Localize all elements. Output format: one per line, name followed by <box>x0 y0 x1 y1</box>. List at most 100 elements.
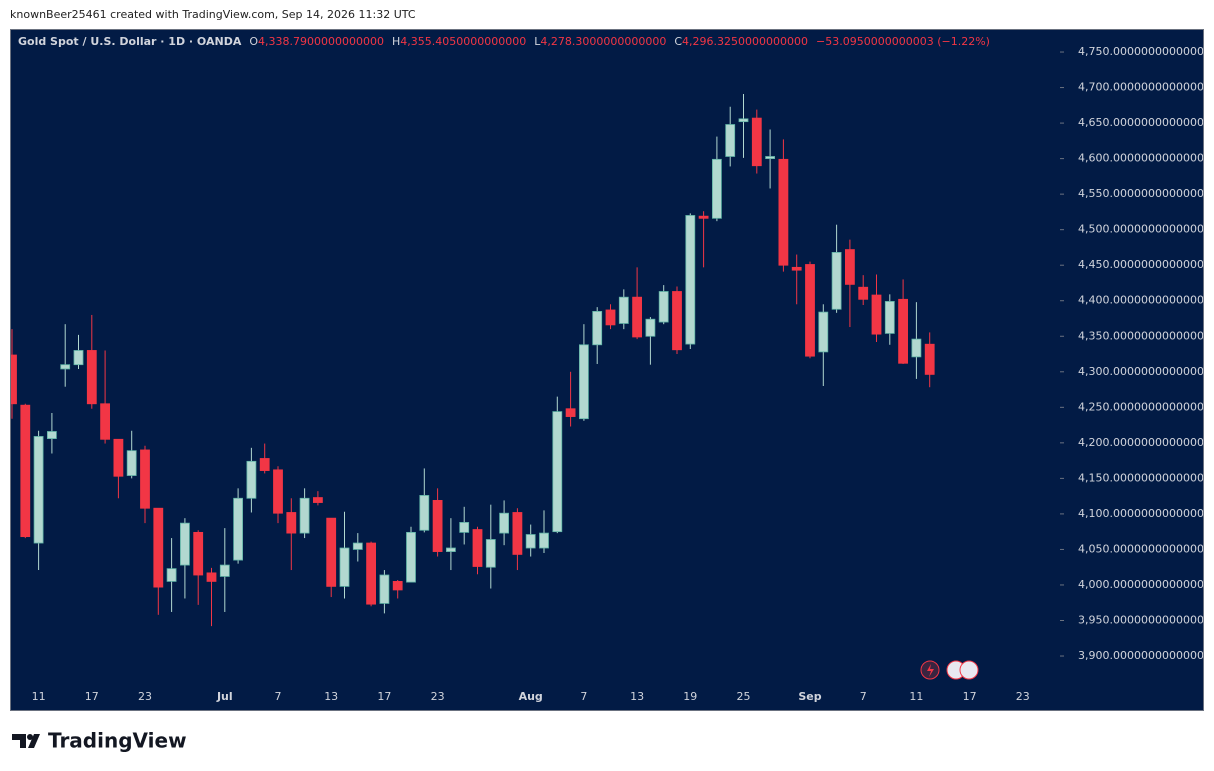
event-icons <box>920 660 979 680</box>
x-tick-label: 11 <box>32 690 46 703</box>
candle-body <box>459 522 470 533</box>
candle-body <box>126 450 137 476</box>
x-tick-label: 7 <box>860 690 867 703</box>
brand-name: TradingView <box>48 729 187 753</box>
candle-body <box>712 158 722 219</box>
candle-body <box>379 574 390 604</box>
x-tick-label: 13 <box>324 690 338 703</box>
x-tick-label: 17 <box>963 690 977 703</box>
candle-body <box>259 458 270 471</box>
x-tick-label: 23 <box>1016 690 1030 703</box>
y-tick-label: 4,050.0000000000000 <box>1078 542 1204 555</box>
x-tick-label: 25 <box>737 690 751 703</box>
event-icon[interactable] <box>959 660 979 680</box>
candle-body <box>884 301 895 334</box>
candle-body <box>339 547 350 587</box>
candle-body <box>818 311 829 353</box>
y-tick-label: 4,500.0000000000000 <box>1078 223 1204 236</box>
x-tick-label: 7 <box>275 690 282 703</box>
candle-body <box>113 438 124 477</box>
candle-body <box>898 298 908 364</box>
brand-logo: TradingView <box>12 729 187 753</box>
candle-body <box>73 350 84 366</box>
candle-body <box>33 436 44 544</box>
candle-body <box>140 449 150 509</box>
candle-body <box>472 529 483 567</box>
candle-body <box>765 156 775 160</box>
candle-body <box>312 497 323 503</box>
candle-body <box>219 564 230 577</box>
ohlc-key: H <box>392 35 400 48</box>
candle-body <box>858 286 869 300</box>
y-tick-label: 4,350.0000000000000 <box>1078 329 1204 342</box>
candle-body <box>499 512 510 534</box>
x-tick-label: 11 <box>909 690 923 703</box>
y-tick-label: 4,700.0000000000000 <box>1078 81 1204 94</box>
candle-body <box>658 291 669 323</box>
x-tick-label: 17 <box>85 690 99 703</box>
candle-body <box>366 542 377 605</box>
candle-body <box>352 542 363 550</box>
x-tick-label: Aug <box>519 690 543 703</box>
candle-body <box>20 404 31 538</box>
x-tick-label: 7 <box>580 690 587 703</box>
brand-mark <box>27 734 33 740</box>
x-tick-label: 19 <box>683 690 697 703</box>
candle-body <box>432 500 443 552</box>
candle-body <box>485 539 496 568</box>
candle-body <box>299 497 310 534</box>
candle-body <box>605 309 616 326</box>
candle-body <box>645 318 656 337</box>
y-tick-label: 4,200.0000000000000 <box>1078 436 1204 449</box>
y-tick-label: 4,400.0000000000000 <box>1078 294 1204 307</box>
candle-body <box>246 460 257 499</box>
event-icon-glyph <box>927 664 934 677</box>
y-tick-label: 4,250.0000000000000 <box>1078 400 1204 413</box>
candle-body <box>206 572 217 582</box>
candle-body <box>698 215 709 219</box>
y-tick-label: 3,900.0000000000000 <box>1078 649 1204 662</box>
y-tick-label: 4,650.0000000000000 <box>1078 116 1204 129</box>
x-tick-label: 23 <box>431 690 445 703</box>
y-tick-label: 4,000.0000000000000 <box>1078 578 1204 591</box>
attribution: knownBeer25461 created with TradingView.… <box>10 8 416 21</box>
y-tick-label: 4,100.0000000000000 <box>1078 507 1204 520</box>
candle-body <box>100 403 110 440</box>
candle-body <box>193 531 204 576</box>
candle-body <box>738 118 749 123</box>
candle-body <box>751 117 762 167</box>
ohlc-value: 4,355.4050000000000 <box>400 35 526 48</box>
x-tick-label: 17 <box>377 690 391 703</box>
candle-body <box>286 512 297 534</box>
y-tick-label: 4,750.0000000000000 <box>1078 45 1204 58</box>
candle-body <box>233 497 244 561</box>
y-tick-label: 4,150.0000000000000 <box>1078 471 1204 484</box>
candle-body <box>871 294 882 335</box>
symbol-title: Gold Spot / U.S. Dollar · 1D · OANDA <box>18 35 242 48</box>
candle-body <box>685 215 696 345</box>
candle-body <box>592 310 603 346</box>
candle-body <box>273 469 283 514</box>
y-tick-label: 4,600.0000000000000 <box>1078 152 1204 165</box>
plot-area <box>11 93 935 627</box>
candle-body <box>924 343 935 375</box>
candle-body <box>539 532 549 549</box>
candle-body <box>392 581 403 591</box>
ohlc-key: O <box>249 35 258 48</box>
ohlc-value: 4,338.7900000000000 <box>258 35 384 48</box>
candle-body <box>166 568 177 582</box>
candle-body <box>326 517 337 587</box>
candle-body <box>525 534 536 549</box>
legend-header: Gold Spot / U.S. Dollar · 1D · OANDA O4,3… <box>18 35 990 48</box>
candle-body <box>419 495 430 531</box>
candle-body <box>618 296 629 324</box>
y-tick-label: 4,300.0000000000000 <box>1078 365 1204 378</box>
candle-body <box>725 124 736 157</box>
candle-body <box>86 350 97 405</box>
time-axis: 11 17 23 Jul 7 13 17 23 Aug 7 13 19 25 Sep 7 11 17 23 <box>32 690 1030 703</box>
candle-body <box>911 338 922 358</box>
candle-body <box>406 531 416 583</box>
ohlc-key: C <box>674 35 682 48</box>
candle-body <box>153 507 164 588</box>
